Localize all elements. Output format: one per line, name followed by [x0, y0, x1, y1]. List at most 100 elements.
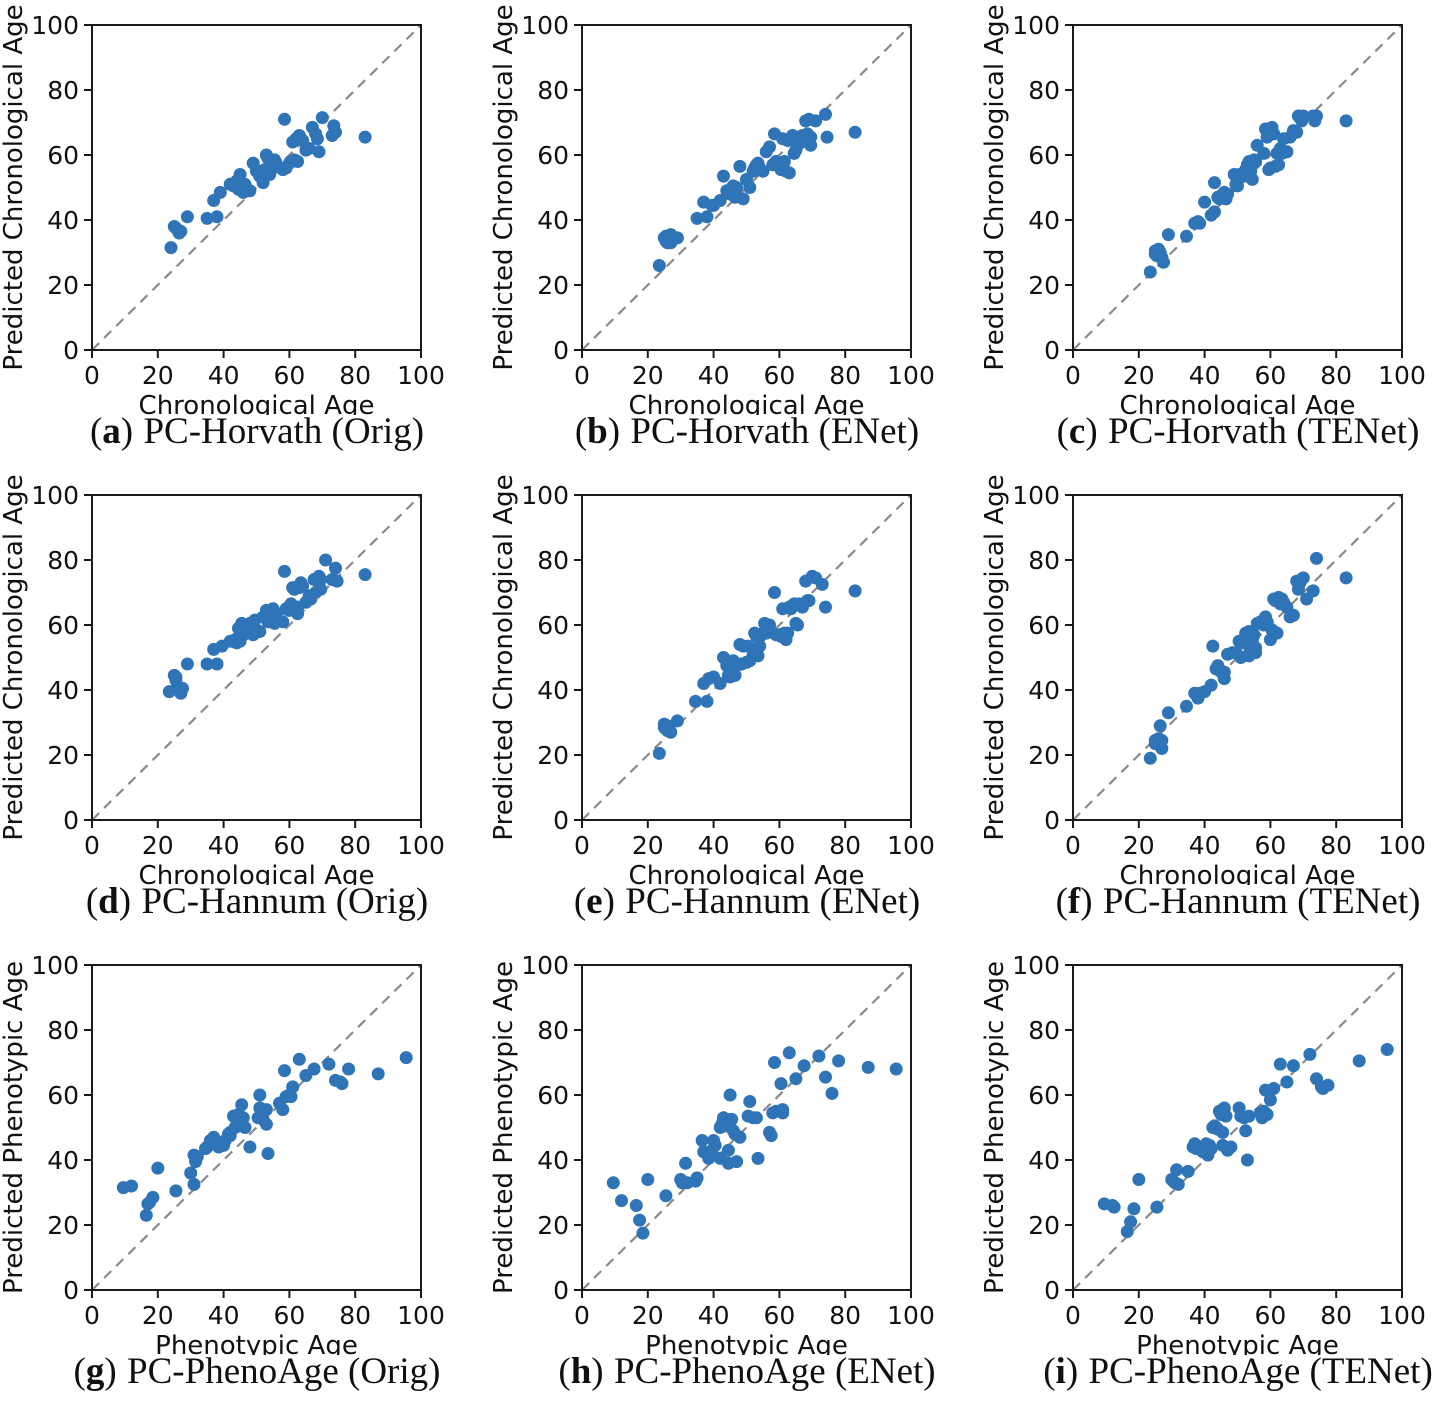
identity-line — [91, 494, 422, 821]
caption-paren-close: ) — [591, 1351, 604, 1392]
x-tick-label: 60 — [1254, 361, 1286, 390]
y-tick-label: 0 — [63, 336, 79, 365]
caption-paren-close: ) — [104, 1351, 117, 1392]
data-point — [753, 639, 767, 653]
x-tick-label: 100 — [397, 361, 445, 390]
subplot-e: 0 20 40 60 80 100 0 20 40 60 80 100 Chronological Ag… — [480, 470, 960, 940]
data-point — [1267, 127, 1281, 141]
y-tick-label: 40 — [537, 1146, 569, 1175]
caption-g: (g) PC-PhenoAge (Orig) — [74, 1350, 441, 1393]
data-point — [1280, 145, 1294, 159]
data-point — [1290, 125, 1304, 139]
caption-letter: e — [586, 881, 603, 922]
data-point — [819, 1070, 832, 1084]
data-point — [276, 1103, 290, 1117]
y-tick-label: 60 — [1028, 611, 1060, 640]
x-axis-label: Chronological Age — [1120, 391, 1356, 415]
identity-line — [91, 24, 422, 351]
data-point — [146, 1190, 160, 1204]
y-tick-label: 40 — [537, 676, 569, 705]
x-tick-label: 40 — [698, 1301, 730, 1330]
data-point — [1321, 1078, 1335, 1092]
y-tick-label: 100 — [1012, 11, 1060, 40]
data-point — [782, 1046, 796, 1060]
x-axis-label: Chronological Age — [629, 861, 865, 885]
data-point — [1242, 1109, 1256, 1123]
data-point — [358, 130, 372, 144]
x-tick-label: 60 — [763, 361, 795, 390]
x-tick-label: 60 — [273, 1301, 305, 1330]
data-point — [664, 725, 678, 739]
data-point — [1193, 216, 1207, 230]
y-tick-label: 40 — [1028, 1146, 1060, 1175]
axes-box — [1072, 964, 1403, 1291]
x-tick-label: 20 — [632, 361, 664, 390]
subplot-d: 0 20 40 60 80 100 0 20 40 60 80 100 Chronological Ag… — [0, 470, 480, 940]
x-tick-label: 40 — [698, 831, 730, 860]
x-axis-label: Phenotypic Age — [1136, 1331, 1339, 1355]
y-tick-label: 80 — [1028, 76, 1060, 105]
caption-paren-close: ) — [118, 881, 132, 922]
data-point — [736, 192, 750, 206]
x-tick-label: 40 — [1189, 831, 1221, 860]
x-tick-label: 0 — [1065, 1301, 1081, 1330]
subplot-f: 0 20 40 60 80 100 0 20 40 60 80 100 Chronological Ag… — [960, 470, 1432, 940]
data-point — [679, 1156, 693, 1170]
subplot-g: 0 20 40 60 80 100 0 20 40 60 80 100 Phenotypic Age Pr… — [0, 940, 480, 1413]
scatter-plot-e: 0 20 40 60 80 100 0 20 40 60 80 100 Chronological Ag… — [489, 474, 935, 885]
x-tick-label: 100 — [887, 361, 935, 390]
data-point — [291, 155, 305, 168]
scatter-plot-b: 0 20 40 60 80 100 0 20 40 60 80 100 Chronological Ag… — [489, 4, 935, 415]
data-point — [1198, 195, 1212, 209]
y-tick-label: 100 — [521, 951, 569, 980]
x-tick-label: 60 — [273, 831, 305, 860]
y-tick-label: 80 — [1028, 1016, 1060, 1045]
axes-box — [1072, 24, 1403, 351]
x-tick-label: 40 — [1189, 1301, 1221, 1330]
data-point — [1157, 255, 1170, 269]
scatter-points — [606, 1046, 903, 1240]
axes-box — [1072, 494, 1403, 821]
data-point — [1267, 1082, 1281, 1095]
x-tick-label: 60 — [1254, 831, 1286, 860]
y-tick-label: 20 — [47, 1211, 79, 1240]
caption-b: (b) PC-Horvath (ENet) — [575, 410, 919, 453]
data-point — [743, 1095, 757, 1108]
x-tick-label: 0 — [84, 831, 100, 860]
y-tick-label: 100 — [521, 481, 569, 510]
y-tick-label: 0 — [553, 806, 569, 835]
data-point — [1339, 571, 1353, 585]
subplot-i: 0 20 40 60 80 100 0 20 40 60 80 100 Phenotypic Age Pr… — [960, 940, 1432, 1413]
data-point — [802, 594, 816, 608]
data-point — [730, 1155, 744, 1169]
data-point — [187, 1177, 201, 1191]
axes-box — [581, 494, 912, 821]
data-point — [371, 1067, 385, 1081]
caption-letter: b — [587, 411, 608, 452]
identity-line — [1072, 494, 1403, 821]
identity-line — [1072, 24, 1403, 351]
data-point — [700, 694, 714, 708]
data-point — [1153, 719, 1167, 733]
data-point — [169, 1184, 183, 1198]
caption-a: (a) PC-Horvath (Orig) — [90, 410, 424, 453]
scatter-plot-c: 0 20 40 60 80 100 0 20 40 60 80 100 Chronological Ag… — [980, 4, 1426, 415]
caption-paren-open: ( — [89, 411, 103, 452]
x-axis-label: Chronological Age — [629, 391, 865, 415]
data-point — [1204, 1142, 1218, 1156]
y-tick-label: 80 — [47, 546, 79, 575]
data-point — [1339, 114, 1353, 128]
identity-line — [91, 964, 422, 1291]
data-point — [700, 210, 714, 224]
data-point — [329, 125, 342, 139]
y-tick-label: 40 — [1028, 676, 1060, 705]
x-tick-label: 40 — [1189, 361, 1221, 390]
caption-title: PC-Horvath (Orig) — [143, 411, 425, 452]
subplot-c: 0 20 40 60 80 100 0 20 40 60 80 100 Chronological Ag… — [960, 0, 1432, 470]
caption-paren-close: ) — [602, 881, 615, 922]
scatter-plot-d: 0 20 40 60 80 100 0 20 40 60 80 100 Chronological Ag… — [0, 474, 445, 885]
x-axis-label: Phenotypic Age — [155, 1331, 358, 1355]
scatter-points — [652, 107, 862, 272]
y-tick-label: 20 — [537, 741, 569, 770]
data-point — [151, 1161, 165, 1175]
